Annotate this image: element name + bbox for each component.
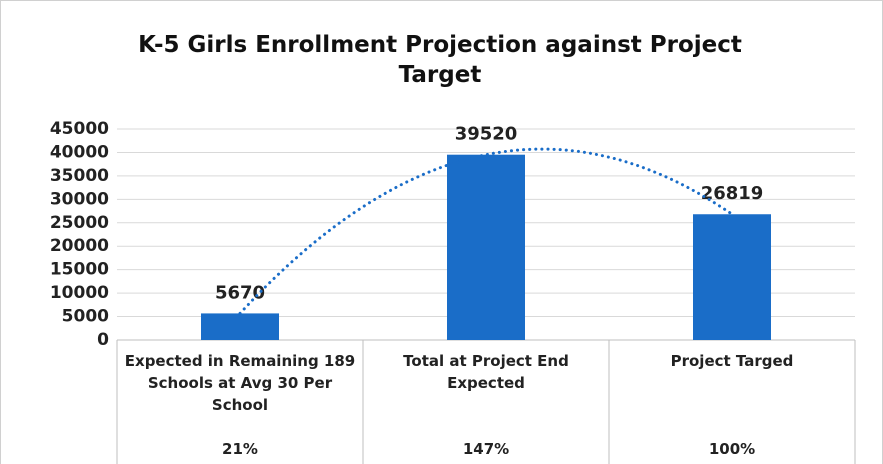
bar bbox=[201, 313, 279, 340]
y-tick-label: 35000 bbox=[50, 166, 109, 186]
bar bbox=[447, 154, 525, 340]
y-tick-label: 40000 bbox=[50, 142, 109, 162]
x-tick-label: Total at Project End Expected bbox=[403, 352, 569, 392]
x-tick-label: Project Targed bbox=[670, 352, 794, 370]
y-tick-label: 0 bbox=[97, 330, 109, 350]
y-tick-label: 45000 bbox=[50, 119, 109, 139]
data-label: 5670 bbox=[215, 282, 265, 303]
y-tick-label: 15000 bbox=[50, 260, 109, 280]
bar bbox=[693, 214, 771, 340]
data-label: 26819 bbox=[701, 183, 764, 204]
y-tick-label: 25000 bbox=[50, 213, 109, 233]
y-tick-label: 20000 bbox=[50, 236, 109, 256]
x-tick-sublabel: 147% bbox=[462, 440, 510, 458]
data-label: 39520 bbox=[455, 124, 518, 145]
chart-title: K-5 Girls Enrollment Projection against … bbox=[138, 32, 742, 88]
x-tick-sublabel: 21% bbox=[222, 440, 258, 458]
y-tick-label: 5000 bbox=[62, 307, 109, 327]
y-tick-label: 10000 bbox=[50, 283, 109, 303]
y-tick-label: 30000 bbox=[50, 189, 109, 209]
x-tick-label: Expected in Remaining 189 Schools at Avg… bbox=[124, 352, 356, 414]
trendline bbox=[238, 147, 734, 315]
x-tick-sublabel: 100% bbox=[708, 440, 756, 458]
